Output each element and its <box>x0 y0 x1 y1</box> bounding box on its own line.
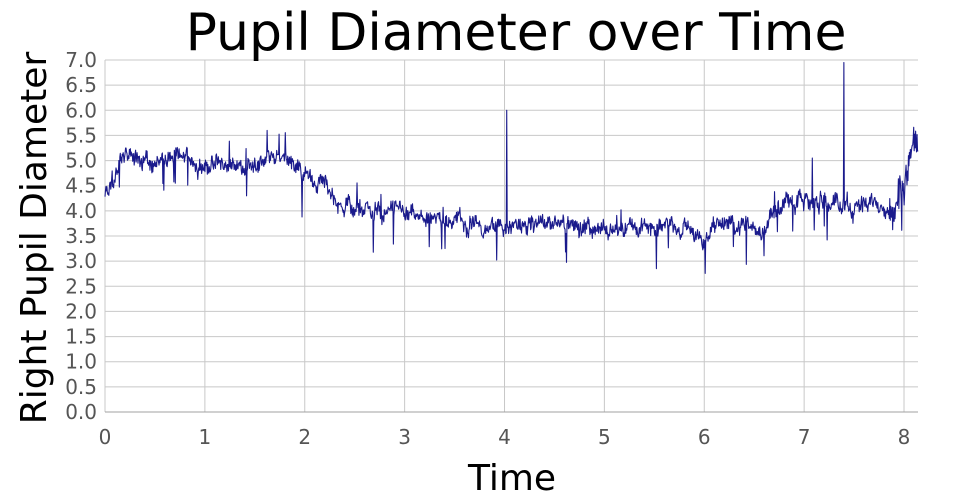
x-tick-label: 0 <box>99 425 112 449</box>
y-tick-label: 5.5 <box>65 123 97 147</box>
x-tick-label: 6 <box>698 425 711 449</box>
x-tick-label: 4 <box>498 425 511 449</box>
x-tick-label: 5 <box>598 425 611 449</box>
y-tick-label: 6.0 <box>65 98 97 122</box>
x-tick-label: 2 <box>298 425 311 449</box>
y-tick-label: 3.0 <box>65 249 97 273</box>
x-tick-label: 3 <box>398 425 411 449</box>
x-tick-label: 8 <box>898 425 911 449</box>
series-layer <box>104 61 919 274</box>
y-tick-label: 2.0 <box>65 299 97 323</box>
series-line-right-pupil-diameter <box>104 61 919 274</box>
x-tick-label: 1 <box>199 425 212 449</box>
y-tick-label: 0.5 <box>65 375 97 399</box>
y-tick-label: 4.5 <box>65 174 97 198</box>
y-tick-label: 1.0 <box>65 350 97 374</box>
y-tick-label: 5.0 <box>65 149 97 173</box>
y-tick-label: 4.0 <box>65 199 97 223</box>
x-axis-label: Time <box>467 458 556 499</box>
x-tick-label: 7 <box>798 425 811 449</box>
y-axis-label: Right Pupil Diameter <box>14 52 55 425</box>
y-tick-label: 7.0 <box>65 48 97 72</box>
label-layer: Pupil Diameter over Time Time Right Pupi… <box>14 3 846 499</box>
y-tick-label: 3.5 <box>65 224 97 248</box>
y-tick-label: 6.5 <box>65 73 97 97</box>
grid-layer <box>104 59 918 413</box>
y-tick-label: 0.0 <box>65 400 97 424</box>
axis-layer: 0.00.51.01.52.02.53.03.54.04.55.05.56.06… <box>65 48 918 449</box>
chart-title: Pupil Diameter over Time <box>186 3 847 63</box>
y-tick-label: 2.5 <box>65 274 97 298</box>
y-tick-label: 1.5 <box>65 325 97 349</box>
